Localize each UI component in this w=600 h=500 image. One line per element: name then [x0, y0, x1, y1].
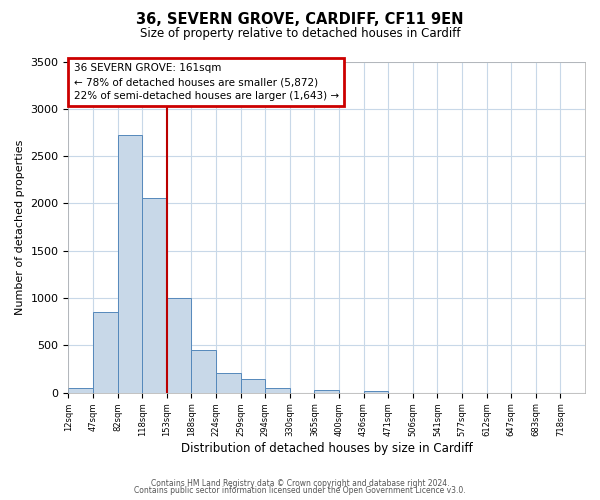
Bar: [93, 312, 118, 392]
Bar: [364, 391, 388, 392]
Bar: [241, 379, 265, 392]
Text: 36 SEVERN GROVE: 161sqm
← 78% of detached houses are smaller (5,872)
22% of semi: 36 SEVERN GROVE: 161sqm ← 78% of detache…: [74, 63, 338, 101]
Bar: [142, 198, 167, 392]
Bar: [167, 298, 191, 392]
Text: 36, SEVERN GROVE, CARDIFF, CF11 9EN: 36, SEVERN GROVE, CARDIFF, CF11 9EN: [136, 12, 464, 28]
Bar: [68, 388, 93, 392]
Text: Contains public sector information licensed under the Open Government Licence v3: Contains public sector information licen…: [134, 486, 466, 495]
Y-axis label: Number of detached properties: Number of detached properties: [15, 140, 25, 315]
X-axis label: Distribution of detached houses by size in Cardiff: Distribution of detached houses by size …: [181, 442, 473, 455]
Bar: [118, 136, 142, 392]
Bar: [191, 350, 216, 393]
Bar: [216, 374, 241, 392]
Text: Contains HM Land Registry data © Crown copyright and database right 2024.: Contains HM Land Registry data © Crown c…: [151, 478, 449, 488]
Text: Size of property relative to detached houses in Cardiff: Size of property relative to detached ho…: [140, 28, 460, 40]
Bar: [314, 390, 339, 392]
Bar: [265, 388, 290, 392]
